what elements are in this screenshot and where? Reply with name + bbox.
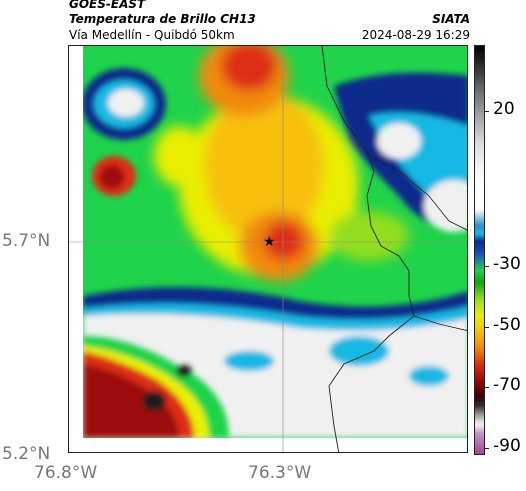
x-label-76-3: 76.3°W [248, 463, 312, 483]
colorbar-label-20: 20 [493, 99, 515, 119]
colorbar-tick [484, 448, 489, 449]
y-label-5-2: 5.2°N [2, 444, 51, 464]
x-label-76-8: 76.8°W [34, 463, 98, 483]
datetime-label: 2024-08-29 16:29 [361, 28, 470, 42]
colorbar-tick [484, 266, 489, 267]
colorbar-tick [484, 387, 489, 388]
product-title: Temperatura de Brillo CH13 [69, 12, 256, 26]
colorbar-label-minus50: -50 [493, 315, 521, 335]
route-subtitle: Vía Medellín - Quibdó 50km [69, 28, 235, 42]
region-border-south [413, 315, 467, 331]
org-label: SIATA [432, 12, 470, 26]
y-label-5-7: 5.7°N [2, 231, 51, 251]
colorbar-label-minus90: -90 [493, 436, 521, 456]
colorbar-label-minus70: -70 [493, 375, 521, 395]
satellite-title: GOES-EAST [69, 0, 146, 11]
map-svg: ★ [69, 46, 467, 452]
region-border [368, 155, 467, 231]
star-marker: ★ [263, 234, 276, 250]
colorbar-label-minus30: -30 [493, 254, 521, 274]
colorbar-tick [484, 111, 489, 112]
brightness-temperature-map: ★ [68, 45, 468, 453]
colorbar-tick [484, 327, 489, 328]
country-border [321, 46, 415, 452]
temperature-colorbar [474, 45, 485, 455]
